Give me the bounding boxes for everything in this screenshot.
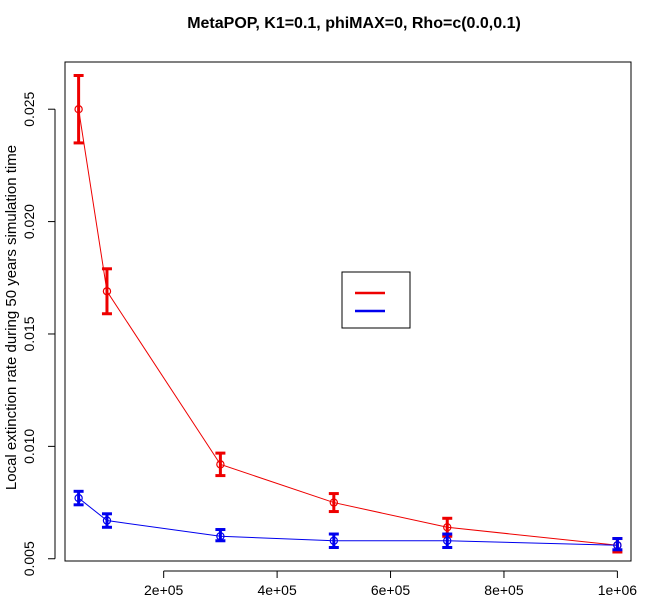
- y-axis: 0.005 0.010 0.015 0.020 0.025: [21, 91, 56, 576]
- series-line: [78, 497, 618, 546]
- data-point: [74, 493, 83, 503]
- x-tick-label: 1e+06: [598, 582, 638, 598]
- data-point: [216, 532, 225, 541]
- x-tick-label: 4e+05: [257, 582, 297, 598]
- series-layer: [73, 73, 623, 554]
- data-point: [613, 541, 622, 550]
- x-axis: 2e+05 4e+05 6e+05 8e+05 1e+06: [144, 570, 638, 598]
- data-point: [74, 105, 83, 114]
- y-tick-label: 0.005: [21, 541, 37, 576]
- chart-title: MetaPOP, K1=0.1, phiMAX=0, Rho=c(0.0,0.1…: [187, 15, 521, 32]
- y-tick-label: 0.015: [21, 316, 37, 351]
- data-point: [329, 536, 339, 545]
- data-point: [102, 516, 112, 525]
- legend-box: [341, 271, 411, 329]
- y-axis-label: Local extinction rate during 50 years si…: [3, 145, 20, 490]
- x-tick-label: 6e+05: [371, 582, 411, 598]
- plot-frame: [64, 61, 632, 562]
- data-point: [216, 460, 225, 469]
- x-tick-label: 8e+05: [484, 582, 524, 598]
- y-tick-label: 0.025: [21, 91, 37, 126]
- series-1: [73, 489, 623, 552]
- data-point: [443, 523, 452, 532]
- data-point: [102, 287, 112, 296]
- series-line: [78, 109, 618, 546]
- legend: [341, 271, 411, 329]
- y-tick-label: 0.010: [21, 429, 37, 464]
- data-point: [329, 498, 339, 507]
- y-tick-label: 0.020: [21, 204, 37, 239]
- x-tick-label: 2e+05: [144, 582, 184, 598]
- data-point: [443, 536, 452, 545]
